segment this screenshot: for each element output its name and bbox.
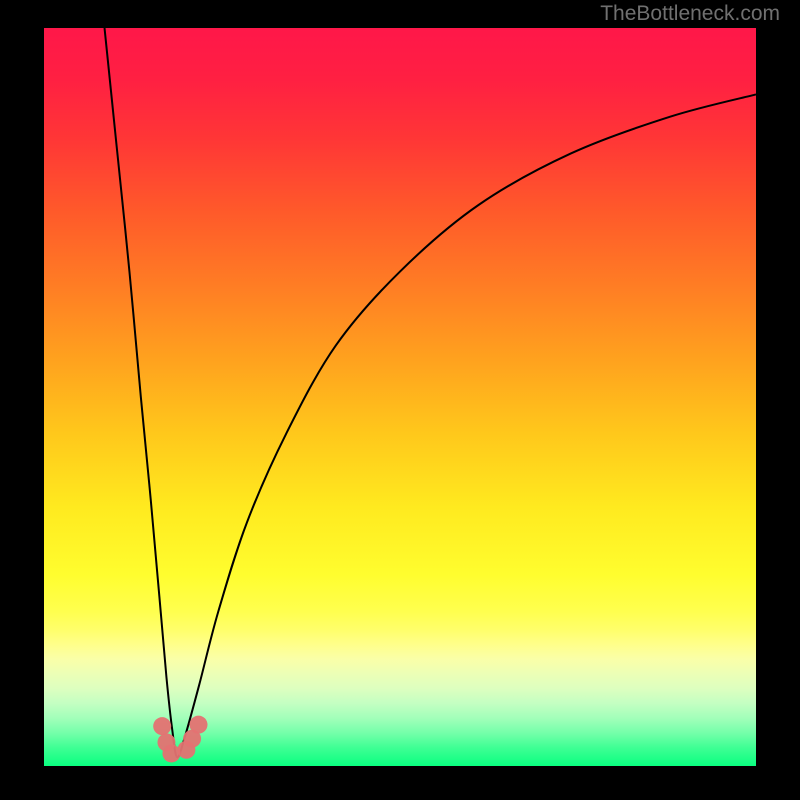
watermark-text: TheBottleneck.com <box>600 2 780 25</box>
plot-area <box>44 28 756 766</box>
data-marker <box>153 717 171 735</box>
data-marker <box>190 716 208 734</box>
bottleneck-chart: TheBottleneck.com <box>0 0 800 800</box>
data-marker <box>162 744 180 762</box>
